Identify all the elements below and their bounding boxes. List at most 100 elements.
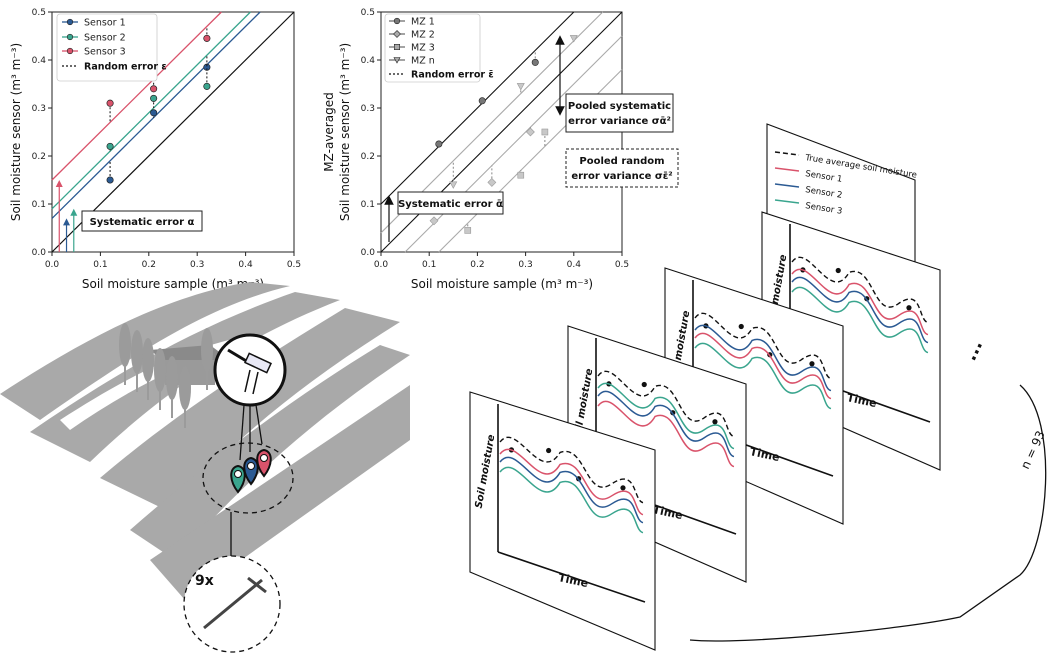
chart2-ytick-label: 0.2 [361,152,375,162]
legend-mz3-marker [393,43,400,50]
sample-count-label: 9x [195,573,214,589]
chart2-x-axis-label: Soil moisture sample (m³ m⁻³) [411,277,593,291]
chart2-point-mz3 [541,128,549,136]
ts-sample-point [546,447,552,454]
chart1-point-sensor1 [150,109,158,117]
chart1-ytick-label: 0.4 [32,56,47,66]
ts-legend-swatch [774,183,800,188]
more-panels-ellipsis: ... [959,337,987,364]
ts-sample-point [641,381,647,388]
ts-sample-point [712,419,718,425]
field-illustration: 9x [0,282,410,653]
chart1-xtick-label: 0.2 [142,260,156,270]
chart1-offset-arrowhead-sensor2 [70,208,78,216]
chart1-xtick-label: 0.5 [287,260,301,270]
chart1-points [106,26,211,184]
sensor-probe-icon [227,348,272,395]
chart1-line-sensor3 [51,11,222,181]
ts-sample-point [835,267,841,274]
systematic-error-bar-label: Systematic error ᾱ [398,199,503,210]
chart1-xtick-label: 0.3 [190,260,204,270]
ts-sensor-curve [597,400,735,468]
ts-sensor-curve [499,448,644,516]
pooled-systematic-line2: error variance σᾱ² [568,116,671,127]
legend-mzn-label: MZ n [411,56,435,67]
chart1-legend: Sensor 1 Sensor 2 Sensor 3 Random error … [56,13,167,82]
ts-sensor-curve [597,382,735,450]
legend-sensor1-label: Sensor 1 [84,18,126,29]
panel-count-label: n = 93 [1018,429,1048,472]
pooled-random-line1: Pooled random [579,156,664,167]
pooled-systematic-box [565,93,674,133]
chart2-ytick-label: 0.1 [361,200,375,210]
chart1-xtick-label: 0.4 [238,260,253,270]
ts-x-axis [497,551,646,603]
chart2-legend: MZ 1 MZ 2 MZ 3 MZ n Random error ε̄ [384,13,494,83]
ts-sample-point [620,485,626,491]
legend-sensor3-label: Sensor 3 [84,47,126,58]
chart2-line-mz2 [404,35,623,253]
legend-sensor1-marker [66,18,74,26]
chart1-x-axis-label: Soil moisture sample (m³ m⁻³) [82,277,264,291]
legend-sensor2-marker [66,33,74,41]
legend-mz3-label: MZ 3 [411,43,435,54]
chart2-ytick-label: 0.5 [361,8,375,18]
chart2-y-axis-label-line1: MZ-averaged [322,92,336,171]
legend-random-error-label: Random error ε [84,62,167,73]
chart2-ytick-label: 0.4 [361,56,376,66]
chart-sensor-calibration: 0.0 0.1 0.2 0.3 0.4 0.5 0.0 0.1 0.2 0.3 0.4 0.5 Soi… [9,8,301,291]
chart1-ytick-label: 0.5 [32,8,46,18]
chart2-xtick-label: 0.1 [422,260,436,270]
ts-sensor-curve [791,286,929,354]
legend-mz1-label: MZ 1 [411,17,435,28]
chart1-point-sensor3 [203,34,211,42]
pooled-systematic-line1: Pooled systematic [568,101,671,112]
field-stripe-1 [0,282,290,420]
legend-sensor2-label: Sensor 2 [84,33,126,44]
soil-auger-icon [203,576,267,630]
ts-sensor-curve [694,342,832,410]
chart2-line-mz1 [380,11,575,205]
chart1-ytick-label: 0.1 [32,200,46,210]
chart2-xtick-label: 0.0 [374,260,389,270]
legend-random-error-bar-label: Random error ε̄ [411,70,494,81]
chart1-offset-arrows [55,180,78,252]
ts-sensor-curve [694,324,832,392]
chart2-ytick-label: 0.0 [361,248,376,258]
chart1-ytick-label: 0.0 [32,248,47,258]
chart2-point-mz2 [429,216,439,226]
ts-legend-swatch [774,151,800,156]
chart1-offset-arrowhead-sensor3 [55,180,63,187]
chart2-points [429,35,578,234]
ts-true-average-curve [499,436,644,504]
sampling-area-ellipse [202,442,294,514]
ts-sensor-curve [499,466,644,534]
chart1-point-sensor2 [150,94,158,102]
trees [119,323,213,428]
legend-mz1-marker [393,17,401,25]
chart2-ytick-label: 0.3 [361,104,375,114]
chart2-point-mz2 [487,177,497,187]
ts-sample-point [906,305,912,311]
chart2-xtick-label: 0.5 [615,260,629,270]
ts-sample-point [738,323,744,330]
legend-mz2-marker [393,30,401,38]
ts-x-axis-label: Time [749,445,781,464]
chart1-offset-arrowhead-sensor1 [63,218,71,226]
legend-mz2-label: MZ 2 [411,30,435,41]
chart1-frame [51,11,295,253]
pin-sensor1-icon [243,456,259,486]
ts-sensor-curve [597,390,735,458]
chart2-xtick-label: 0.4 [567,260,582,270]
chart1-point-sensor2 [106,142,114,150]
chart1-xtick-label: 0.0 [45,260,60,270]
count-bracket [689,384,1047,642]
ts-legend-swatch [774,199,800,204]
ts-x-axis-label: Time [652,503,684,522]
ts-sensor-curve [791,268,929,336]
ts-x-axis-label: Time [846,391,878,410]
